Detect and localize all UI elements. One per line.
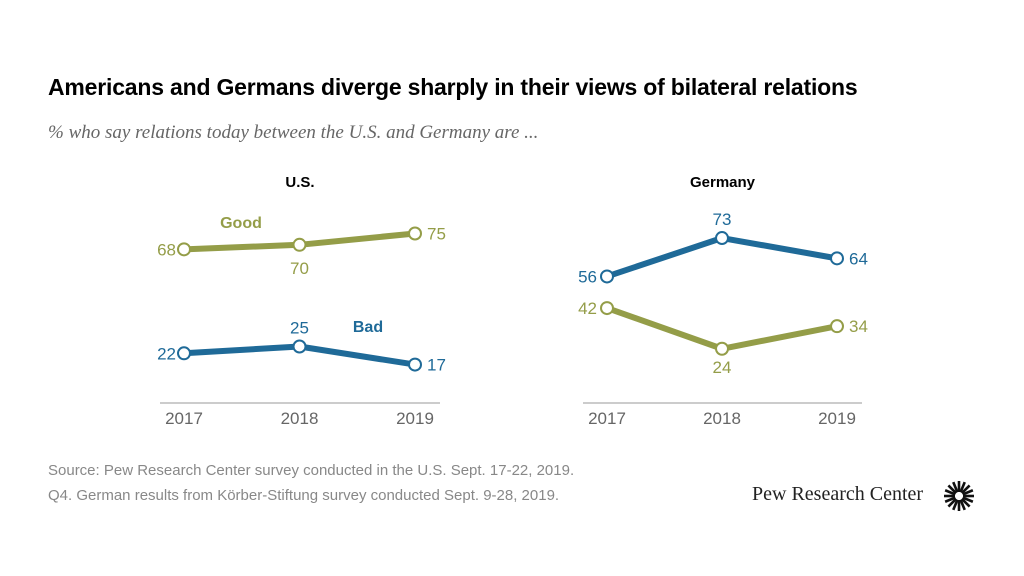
pew-logo: Pew Research Center bbox=[752, 481, 974, 511]
data-point bbox=[830, 251, 844, 266]
data-label: 64 bbox=[849, 249, 868, 268]
question-note: Q4. German results from Körber-Stiftung … bbox=[48, 487, 560, 504]
data-label: 70 bbox=[290, 259, 309, 278]
data-label: 42 bbox=[578, 299, 597, 318]
series-label: Good bbox=[220, 215, 262, 232]
panel-title: U.S. bbox=[285, 174, 314, 191]
x-tick-label: 2019 bbox=[396, 409, 434, 428]
x-tick-label: 2018 bbox=[703, 409, 741, 428]
x-tick-label: 2017 bbox=[588, 409, 626, 428]
data-point bbox=[600, 269, 614, 284]
chart-subtitle: % who say relations today between the U.… bbox=[48, 122, 539, 143]
data-label: 25 bbox=[290, 319, 309, 338]
panel-title: Germany bbox=[690, 174, 756, 191]
data-point bbox=[600, 301, 614, 316]
data-label: 34 bbox=[849, 317, 868, 336]
data-point bbox=[292, 339, 307, 354]
data-point bbox=[177, 346, 191, 361]
logo-text: Pew Research Center bbox=[752, 483, 924, 505]
x-tick-label: 2019 bbox=[818, 409, 856, 428]
data-label: 17 bbox=[427, 356, 446, 375]
data-point bbox=[715, 231, 729, 246]
data-label: 75 bbox=[427, 225, 446, 244]
data-label: 22 bbox=[157, 344, 176, 363]
data-point bbox=[408, 226, 422, 241]
x-tick-label: 2017 bbox=[165, 409, 203, 428]
x-tick-label: 2018 bbox=[281, 409, 319, 428]
data-label: 24 bbox=[713, 358, 732, 377]
chart-title: Americans and Germans diverge sharply in… bbox=[48, 74, 858, 100]
data-point bbox=[830, 319, 844, 334]
data-label: 73 bbox=[713, 210, 732, 229]
pew-sunburst-icon bbox=[944, 481, 974, 511]
data-label: 68 bbox=[157, 240, 176, 259]
data-point bbox=[292, 237, 307, 252]
data-point bbox=[408, 357, 422, 372]
data-label: 56 bbox=[578, 267, 597, 286]
data-point bbox=[715, 341, 729, 356]
series-label: Bad bbox=[353, 319, 383, 336]
data-point bbox=[177, 242, 191, 257]
source-note: Source: Pew Research Center survey condu… bbox=[48, 462, 575, 479]
